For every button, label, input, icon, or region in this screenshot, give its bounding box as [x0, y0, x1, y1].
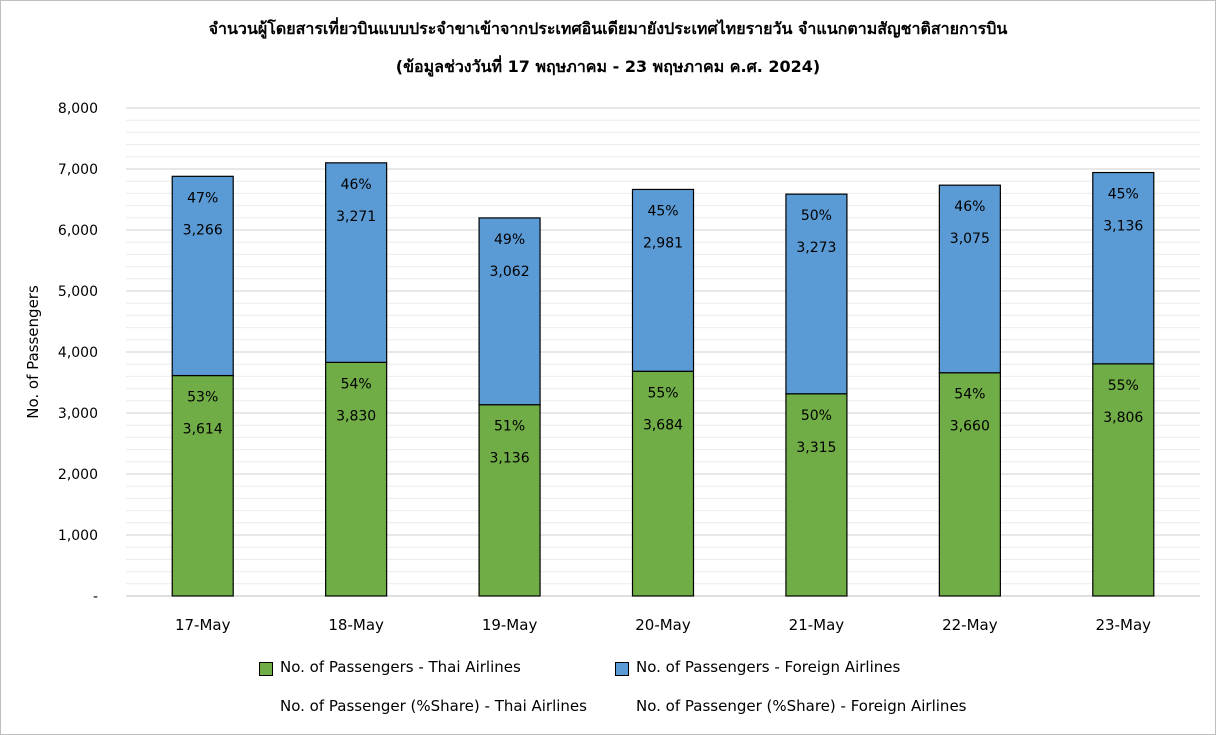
value-label-foreign: 3,075	[950, 231, 990, 247]
bar-thai-airlines	[631, 370, 695, 597]
share-label-thai: 51%	[494, 419, 525, 435]
share-label-thai: 54%	[341, 376, 372, 392]
chart-subtitle: (ข้อมูลช่วงวันที่ 17 พฤษภาคม - 23 พฤษภาค…	[395, 57, 821, 76]
bar-foreign-airlines	[785, 193, 848, 395]
value-label-thai: 3,830	[336, 408, 376, 424]
x-tick-label: 17-May	[175, 616, 231, 634]
share-label-foreign: 45%	[1108, 187, 1139, 203]
x-tick-label: 22-May	[942, 616, 998, 634]
share-label-thai: 55%	[647, 385, 678, 401]
legend-swatch-foreign	[615, 662, 629, 676]
y-tick-label: 3,000	[58, 406, 98, 422]
y-tick-label: 5,000	[58, 284, 98, 300]
bar-thai-airlines	[325, 361, 388, 597]
legend-label-thai: No. of Passengers - Thai Airlines	[280, 658, 521, 676]
share-label-foreign: 45%	[647, 203, 678, 219]
y-tick-label: 1,000	[58, 528, 98, 544]
y-tick-label: 8,000	[58, 101, 98, 117]
x-tick-label: 18-May	[328, 616, 384, 634]
value-label-foreign: 3,136	[1103, 219, 1143, 235]
bar-foreign-airlines	[478, 217, 541, 406]
y-tick-label: 2,000	[58, 467, 98, 483]
value-label-thai: 3,315	[796, 440, 836, 456]
chart-title: จำนวนผู้โดยสารเที่ยวบินแบบประจำขาเข้าจาก…	[208, 19, 1008, 38]
bar-foreign-airlines	[631, 188, 695, 372]
y-tick-label: 4,000	[58, 345, 98, 361]
value-label-thai: 3,806	[1103, 410, 1143, 426]
bar-thai-airlines	[478, 404, 541, 597]
share-label-foreign: 46%	[954, 199, 985, 215]
legend-label-thai-share: No. of Passenger (%Share) - Thai Airline…	[280, 697, 587, 715]
y-tick-label: 6,000	[58, 223, 98, 239]
share-label-thai: 53%	[187, 390, 218, 406]
legend-label-foreign-share: No. of Passenger (%Share) - Foreign Airl…	[636, 697, 967, 715]
y-tick-label: 7,000	[58, 162, 98, 178]
share-label-thai: 50%	[801, 408, 832, 424]
value-label-foreign: 3,271	[336, 209, 376, 225]
bar-foreign-airlines	[171, 175, 234, 377]
share-label-thai: 54%	[954, 387, 985, 403]
bar-foreign-airlines	[1092, 171, 1155, 365]
bar-foreign-airlines	[325, 162, 388, 363]
value-label-foreign: 3,266	[183, 222, 223, 238]
bar-thai-airlines	[785, 393, 848, 597]
x-tick-label: 19-May	[482, 616, 538, 634]
x-tick-label: 20-May	[635, 616, 691, 634]
x-tick-label: 21-May	[789, 616, 845, 634]
share-label-foreign: 46%	[341, 177, 372, 193]
share-label-foreign: 50%	[801, 208, 832, 224]
value-label-foreign: 3,273	[796, 240, 836, 256]
share-label-foreign: 47%	[187, 190, 218, 206]
value-label-thai: 3,614	[183, 422, 223, 438]
bar-foreign-airlines	[938, 184, 1001, 374]
share-label-thai: 55%	[1108, 378, 1139, 394]
value-label-foreign: 2,981	[643, 235, 683, 251]
legend-swatch-thai	[259, 662, 273, 676]
bar-thai-airlines	[1092, 363, 1155, 597]
share-label-foreign: 49%	[494, 232, 525, 248]
value-label-thai: 3,660	[950, 419, 990, 435]
legend-label-foreign: No. of Passengers - Foreign Airlines	[636, 658, 901, 676]
x-tick-label: 23-May	[1096, 616, 1152, 634]
value-label-thai: 3,684	[643, 417, 683, 433]
y-tick-label: -	[93, 589, 98, 605]
bar-thai-airlines	[938, 372, 1001, 597]
value-label-thai: 3,136	[490, 451, 530, 467]
y-axis-label: No. of Passengers	[24, 285, 42, 419]
bar-thai-airlines	[171, 374, 234, 597]
value-label-foreign: 3,062	[490, 264, 530, 280]
